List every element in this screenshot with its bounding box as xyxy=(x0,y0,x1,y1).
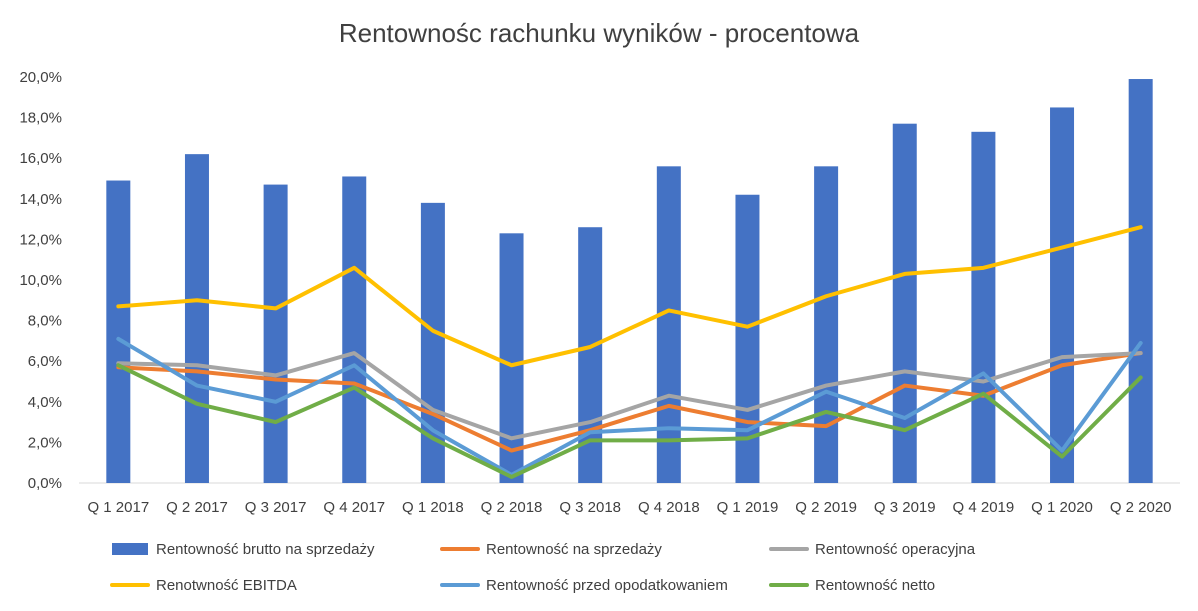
series-line xyxy=(116,363,1143,479)
y-tick-label: 2,0% xyxy=(28,434,62,451)
x-tick-label: Q 1 2019 xyxy=(717,499,779,516)
y-tick-label: 0,0% xyxy=(28,475,62,492)
y-tick-label: 10,0% xyxy=(19,272,62,289)
x-tick-label: Q 3 2019 xyxy=(874,499,936,516)
series-line xyxy=(116,336,1143,477)
bar xyxy=(656,166,681,483)
bar xyxy=(263,184,288,483)
bar xyxy=(184,154,209,483)
bar xyxy=(106,180,131,483)
bar xyxy=(1050,107,1075,483)
legend-label: Rentowność brutto na sprzedaży xyxy=(156,541,375,558)
y-tick-label: 12,0% xyxy=(19,231,62,248)
legend-label: Rentowność operacyjna xyxy=(815,541,976,558)
x-tick-label: Q 4 2017 xyxy=(323,499,385,516)
bar xyxy=(814,166,839,483)
x-tick-label: Q 2 2018 xyxy=(481,499,543,516)
x-tick-label: Q 4 2019 xyxy=(953,499,1015,516)
bar xyxy=(971,131,996,483)
bar xyxy=(342,176,367,483)
series-line xyxy=(116,351,1143,453)
series-line xyxy=(116,225,1143,368)
legend-label: Rentowność netto xyxy=(815,577,935,594)
x-tick-label: Q 3 2018 xyxy=(559,499,621,516)
chart-title: Rentownośc rachunku wyników - procentowa xyxy=(338,18,860,48)
x-tick-label: Q 2 2019 xyxy=(795,499,857,516)
y-tick-label: 20,0% xyxy=(19,69,62,86)
x-tick-label: Q 1 2020 xyxy=(1031,499,1093,516)
x-tick-label: Q 3 2017 xyxy=(245,499,307,516)
legend-label: Renotwność EBITDA xyxy=(156,577,297,594)
x-tick-label: Q 4 2018 xyxy=(638,499,700,516)
x-tick-label: Q 1 2018 xyxy=(402,499,464,516)
bar xyxy=(892,123,917,483)
y-tick-label: 16,0% xyxy=(19,150,62,167)
y-tick-label: 4,0% xyxy=(28,394,62,411)
y-tick-label: 8,0% xyxy=(28,313,62,330)
legend-label: Rentowność na sprzedaży xyxy=(486,541,662,558)
legend-swatch xyxy=(112,543,148,555)
bar xyxy=(1128,79,1153,483)
bar xyxy=(499,233,524,483)
y-tick-label: 14,0% xyxy=(19,191,62,208)
y-tick-label: 6,0% xyxy=(28,353,62,370)
x-tick-label: Q 1 2017 xyxy=(87,499,149,516)
legend-label: Rentowność przed opodatkowaniem xyxy=(486,577,728,594)
y-tick-label: 18,0% xyxy=(19,110,62,127)
x-tick-label: Q 2 2017 xyxy=(166,499,228,516)
x-tick-label: Q 2 2020 xyxy=(1110,499,1172,516)
